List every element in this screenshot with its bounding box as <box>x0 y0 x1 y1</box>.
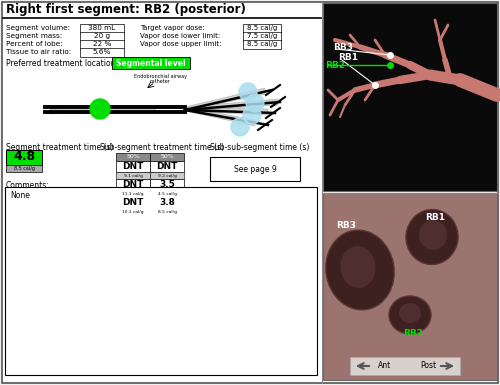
Bar <box>80 47 124 57</box>
Bar <box>5 187 317 375</box>
Text: 380 mL: 380 mL <box>88 25 116 31</box>
Polygon shape <box>50 107 155 114</box>
Bar <box>150 190 184 197</box>
Text: RB3: RB3 <box>336 221 356 229</box>
Polygon shape <box>185 107 255 126</box>
Bar <box>6 150 42 165</box>
Bar <box>350 357 460 375</box>
Bar <box>116 161 150 172</box>
Text: Vapor dose lower limit:: Vapor dose lower limit: <box>140 33 220 39</box>
Bar <box>6 165 42 172</box>
Text: Segment volume:: Segment volume: <box>6 25 70 31</box>
Bar <box>150 161 184 172</box>
Text: 20 g: 20 g <box>94 33 110 39</box>
Text: 50%: 50% <box>126 154 140 159</box>
Text: RB2: RB2 <box>325 60 345 70</box>
Bar <box>112 57 190 69</box>
Bar <box>210 157 300 181</box>
Text: DNT: DNT <box>156 162 178 171</box>
Polygon shape <box>185 99 278 111</box>
Bar <box>150 197 184 208</box>
Circle shape <box>231 118 249 136</box>
Bar <box>150 153 184 161</box>
Text: Segment mass:: Segment mass: <box>6 33 62 39</box>
Text: 3.5: 3.5 <box>159 180 175 189</box>
Text: 4.5 cal/g: 4.5 cal/g <box>158 191 176 196</box>
Bar <box>80 23 124 32</box>
Text: DNT: DNT <box>122 198 144 207</box>
Bar <box>150 179 184 190</box>
Text: Tissue to air ratio:: Tissue to air ratio: <box>6 49 71 55</box>
Text: Endobronchial airway
catheter: Endobronchial airway catheter <box>134 74 186 84</box>
Text: 8.5 cal/g: 8.5 cal/g <box>247 25 277 31</box>
Text: 11.1 cal/g: 11.1 cal/g <box>122 191 144 196</box>
Circle shape <box>90 99 110 119</box>
Text: 4.8: 4.8 <box>13 151 35 164</box>
Text: RB1: RB1 <box>425 213 445 221</box>
Circle shape <box>243 106 261 124</box>
Text: Segmental level: Segmental level <box>116 59 186 67</box>
Ellipse shape <box>326 230 394 310</box>
Bar <box>116 153 150 161</box>
Text: 9.1 cal/g: 9.1 cal/g <box>124 174 142 177</box>
Text: Sub-sub-segment time (s): Sub-sub-segment time (s) <box>210 144 310 152</box>
Text: 8.5 cal/g: 8.5 cal/g <box>158 209 176 214</box>
Bar <box>323 3 497 191</box>
Bar <box>323 193 497 380</box>
Text: Target vapor dose:: Target vapor dose: <box>140 25 205 31</box>
Ellipse shape <box>406 209 458 264</box>
Bar <box>116 190 150 197</box>
Ellipse shape <box>389 296 431 334</box>
Bar <box>3 3 322 17</box>
Text: 50%: 50% <box>160 154 174 159</box>
Bar <box>116 208 150 215</box>
Text: 8.5 cal/g: 8.5 cal/g <box>247 41 277 47</box>
Text: Sub-segment treatment time (s): Sub-segment treatment time (s) <box>100 144 224 152</box>
Text: Segment treatment time (s): Segment treatment time (s) <box>6 144 114 152</box>
Text: Preferred treatment location:: Preferred treatment location: <box>6 59 118 67</box>
Text: DNT: DNT <box>122 180 144 189</box>
Text: RB3: RB3 <box>333 42 353 52</box>
Bar <box>80 40 124 49</box>
Text: RB2: RB2 <box>403 328 423 338</box>
Text: 8.5 cal/g: 8.5 cal/g <box>14 166 34 171</box>
Text: Right first segment: RB2 (posterior): Right first segment: RB2 (posterior) <box>6 3 246 17</box>
Bar <box>243 40 281 49</box>
Polygon shape <box>185 88 265 111</box>
Bar <box>243 23 281 32</box>
Text: Ant: Ant <box>378 362 391 370</box>
Text: 10.1 cal/g: 10.1 cal/g <box>122 209 144 214</box>
Text: RB1: RB1 <box>338 52 358 62</box>
Circle shape <box>239 83 257 101</box>
Text: 7.5 cal/g: 7.5 cal/g <box>247 33 277 39</box>
Text: None: None <box>10 191 30 200</box>
Text: Percent of lobe:: Percent of lobe: <box>6 41 63 47</box>
Bar <box>150 172 184 179</box>
Bar <box>243 32 281 40</box>
Circle shape <box>246 94 264 112</box>
Ellipse shape <box>340 246 376 288</box>
Text: Comments:: Comments: <box>6 181 50 189</box>
Bar <box>116 172 150 179</box>
Text: DNT: DNT <box>122 162 144 171</box>
Text: 9.2 cal/g: 9.2 cal/g <box>158 174 176 177</box>
Bar <box>116 197 150 208</box>
Text: See page 9: See page 9 <box>234 164 276 174</box>
Text: 3.8: 3.8 <box>159 198 175 207</box>
Bar <box>150 208 184 215</box>
Bar <box>116 179 150 190</box>
Text: 5.6%: 5.6% <box>93 49 111 55</box>
Ellipse shape <box>399 303 421 323</box>
Text: 22 %: 22 % <box>93 41 111 47</box>
Text: Vapor dose upper limit:: Vapor dose upper limit: <box>140 41 222 47</box>
Ellipse shape <box>419 220 447 250</box>
Bar <box>80 32 124 40</box>
Polygon shape <box>185 107 268 115</box>
Text: Post: Post <box>420 362 436 370</box>
